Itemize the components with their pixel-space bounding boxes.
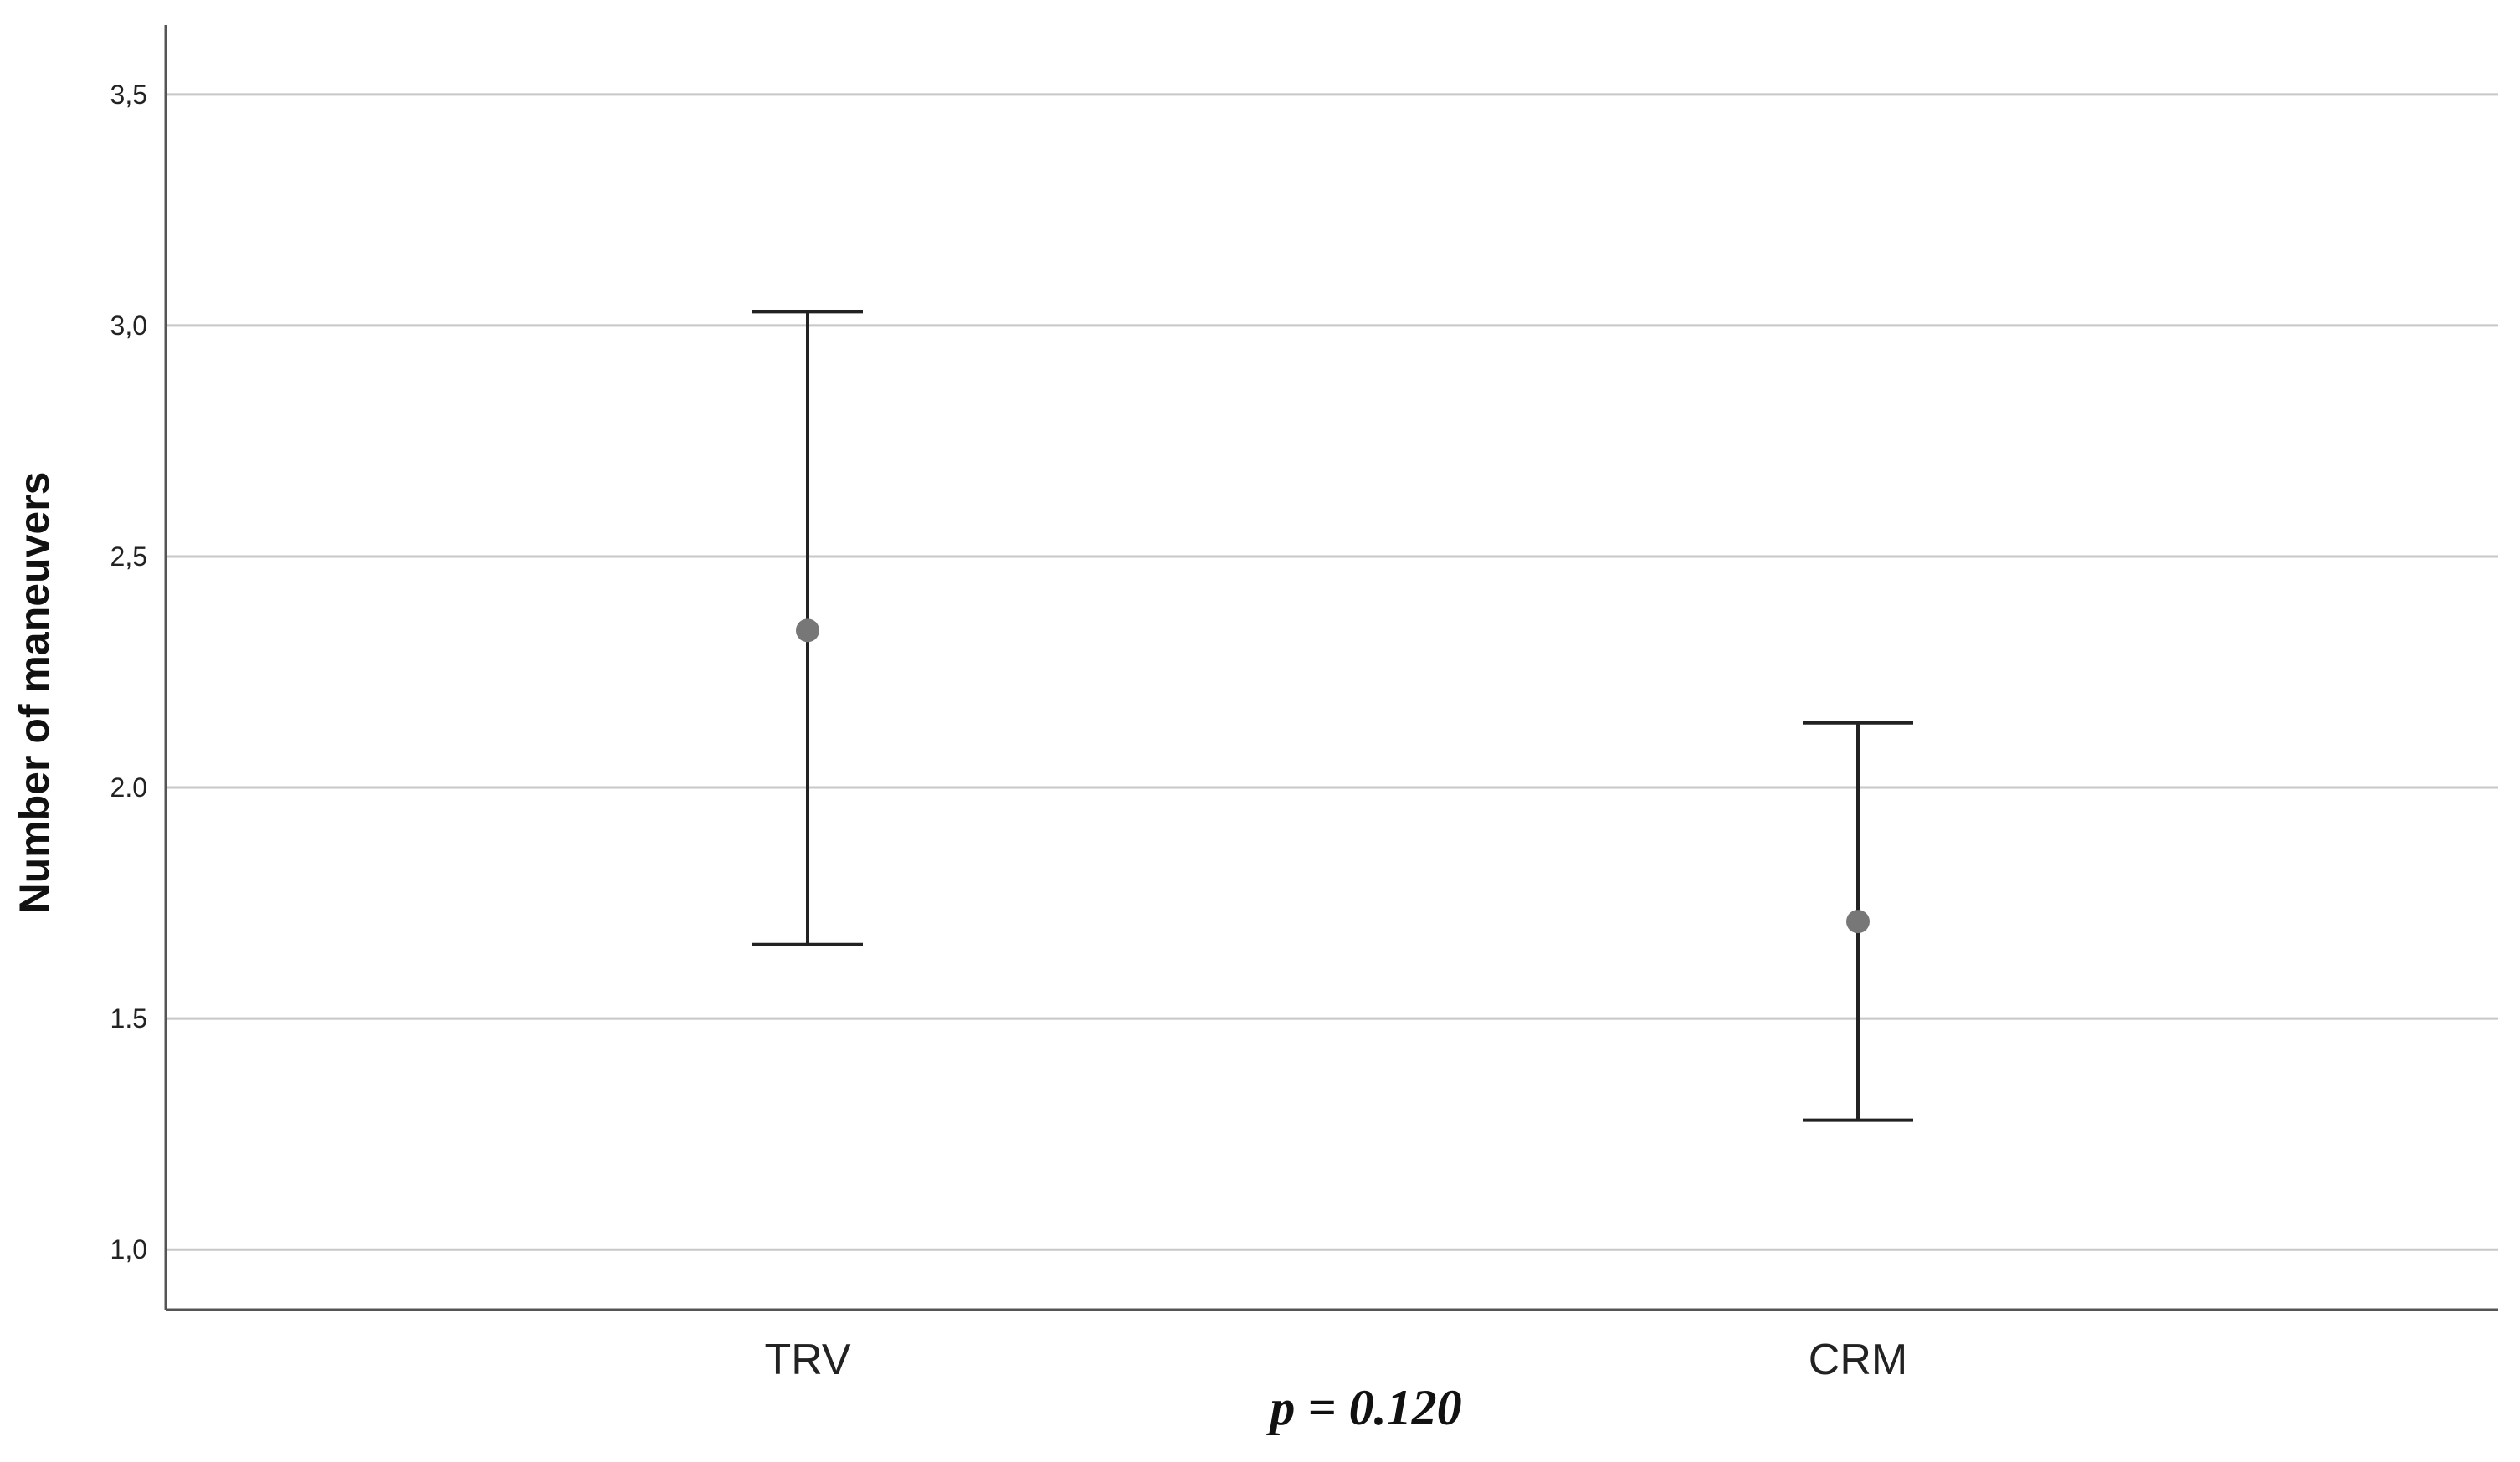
category-label-0: TRV: [764, 1336, 850, 1384]
y-tick-label-1: 1.5: [110, 1003, 147, 1034]
y-tick-label-5: 3,5: [110, 80, 147, 110]
y-tick-labels: 1,0 1.5 2.0 2,5 3,0 3,5: [110, 80, 147, 1265]
y-tick-label-0: 1,0: [110, 1234, 147, 1265]
mean-point-0: [796, 618, 819, 643]
error-bars: [752, 310, 1913, 1122]
category-label-1: CRM: [1809, 1336, 1907, 1384]
axes: [164, 25, 2498, 1311]
y-tick-label-3: 2,5: [110, 541, 147, 572]
y-axis-title: Number of maneuvers: [11, 472, 58, 914]
y-tick-label-4: 3,0: [110, 310, 147, 341]
gridlines: [166, 93, 2498, 1251]
y-tick-label-2: 2.0: [110, 772, 147, 803]
category-labels: TRV CRM: [764, 1336, 1907, 1384]
errorbar-trv: [752, 310, 863, 946]
p-value-annotation: p = 0.120: [1265, 1380, 1461, 1435]
errorbar-crm: [1803, 721, 1913, 1122]
mean-point-1: [1846, 910, 1870, 934]
